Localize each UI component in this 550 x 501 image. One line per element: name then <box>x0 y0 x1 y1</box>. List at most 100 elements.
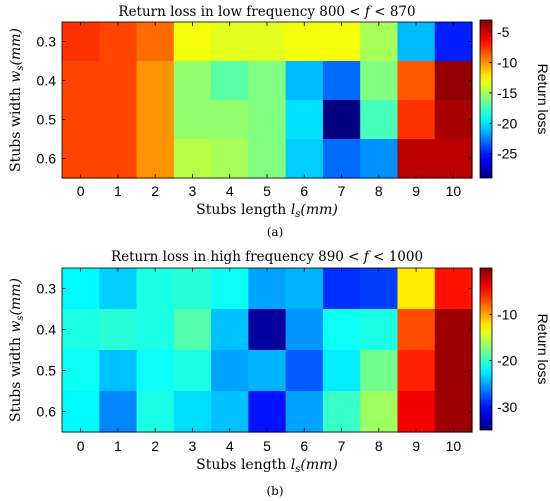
heatmap-cell <box>285 309 324 351</box>
colorbar <box>479 19 493 179</box>
heatmap-cell <box>397 268 436 310</box>
heatmap-cell <box>62 268 100 310</box>
heatmap-cell <box>99 391 138 433</box>
heatmap-cell <box>173 309 212 351</box>
heatmap-cell <box>434 268 473 310</box>
x-tick-label: 6 <box>300 438 308 454</box>
x-tick-label: 4 <box>226 438 234 454</box>
heatmap-cell <box>397 350 436 392</box>
heatmap-cell <box>99 268 138 310</box>
x-tick-label: 2 <box>151 183 159 199</box>
heatmap-cell <box>360 391 399 433</box>
heatmap-cell <box>136 350 175 392</box>
heatmap-panel-a: Return loss in low frequency 800 < f < 8… <box>8 4 550 220</box>
x-tick-label: 3 <box>189 438 197 454</box>
x-tick-label: 9 <box>412 183 420 199</box>
heatmap-cell <box>360 100 399 140</box>
x-tick-label: 8 <box>375 183 383 199</box>
x-tick-label: 2 <box>151 438 159 454</box>
heatmap-cell <box>211 139 249 179</box>
heatmap-cell <box>322 22 361 62</box>
heatmap-cell <box>136 309 175 351</box>
heatmap-cell <box>360 61 399 101</box>
y-tick-label: 0.3 <box>37 34 57 50</box>
heatmap-cell <box>434 100 473 140</box>
y-tick-label: 0.6 <box>37 404 57 420</box>
x-tick-label: 5 <box>263 438 271 454</box>
heatmap-cell <box>136 139 175 179</box>
colorbar-tick-label: -25 <box>497 146 517 162</box>
heatmap-cell <box>322 268 361 310</box>
x-tick-label: 5 <box>263 183 271 199</box>
heatmap-cell <box>397 139 436 179</box>
heatmap-cell <box>136 100 175 140</box>
heatmap-cell <box>322 309 361 351</box>
colorbar-tick-label: -10 <box>497 55 517 71</box>
heatmap-cell <box>248 309 287 351</box>
heatmap-cell <box>136 268 175 310</box>
heatmap-cell <box>62 309 100 351</box>
heatmap-cell <box>285 61 324 101</box>
colorbar-label: Return loss <box>535 64 550 135</box>
heatmap-cell <box>211 100 249 140</box>
x-tick-label: 7 <box>338 438 346 454</box>
heatmap-cell <box>322 350 361 392</box>
x-tick-label: 0 <box>77 183 85 199</box>
heatmap-cell <box>62 61 100 101</box>
heatmap-cell <box>136 61 175 101</box>
x-tick-label: 1 <box>114 183 122 199</box>
heatmap-cell <box>285 100 324 140</box>
heatmap-cell <box>62 391 100 433</box>
y-tick-label: 0.4 <box>37 322 57 338</box>
heatmap-cell <box>360 268 399 310</box>
heatmap-cell <box>173 22 212 62</box>
colorbar-tick-label: -15 <box>497 85 517 101</box>
heatmap-panel-b: Return loss in high frequency 890 < f < … <box>8 249 550 475</box>
heatmap-cell <box>211 22 249 62</box>
heatmap-cell <box>248 350 287 392</box>
heatmap-cell <box>360 350 399 392</box>
x-axis-label: Stubs length ls(mm) <box>196 202 338 220</box>
panel-b-caption: (b) <box>266 484 283 498</box>
chart-title: Return loss in low frequency 800 < f < 8… <box>118 4 415 20</box>
heatmap-cell <box>248 61 287 101</box>
heatmap-cell <box>99 61 138 101</box>
heatmap-cell <box>211 268 249 310</box>
y-axis-label: Stubs width ws(mm) <box>8 278 26 422</box>
heatmap-cell <box>397 391 436 433</box>
heatmap-cell <box>248 139 287 179</box>
heatmap-cell <box>434 139 473 179</box>
x-tick-label: 0 <box>77 438 85 454</box>
colorbar-tick-label: -5 <box>497 24 510 40</box>
heatmap-cell <box>360 309 399 351</box>
heatmap-cell <box>322 139 361 179</box>
heatmap-cell <box>62 22 100 62</box>
heatmap-cell <box>397 309 436 351</box>
heatmap-cell <box>136 391 175 433</box>
y-tick-label: 0.5 <box>37 363 57 379</box>
heatmap-cell <box>248 268 287 310</box>
x-axis-label: Stubs length ls(mm) <box>196 457 338 475</box>
heatmap-cell <box>322 391 361 433</box>
x-tick-label: 8 <box>375 438 383 454</box>
x-tick-label: 7 <box>338 183 346 199</box>
heatmap-cell <box>99 309 138 351</box>
heatmap-cell <box>62 100 100 140</box>
x-tick-label: 10 <box>446 438 462 454</box>
colorbar-tick-label: -10 <box>497 306 517 322</box>
x-tick-label: 3 <box>189 183 197 199</box>
chart-title: Return loss in high frequency 890 < f < … <box>111 249 423 265</box>
heatmap-cell <box>173 139 212 179</box>
y-axis-label: Stubs width ws(mm) <box>8 28 26 172</box>
colorbar-tick-label: -20 <box>497 353 517 369</box>
heatmap-cell <box>136 22 175 62</box>
heatmap-cell <box>285 391 324 433</box>
x-tick-label: 1 <box>114 438 122 454</box>
y-tick-label: 0.4 <box>37 73 57 89</box>
heatmap-cell <box>434 309 473 351</box>
heatmap-cell <box>248 100 287 140</box>
heatmap-cell <box>322 61 361 101</box>
x-tick-label: 9 <box>412 438 420 454</box>
heatmap-cell <box>285 22 324 62</box>
